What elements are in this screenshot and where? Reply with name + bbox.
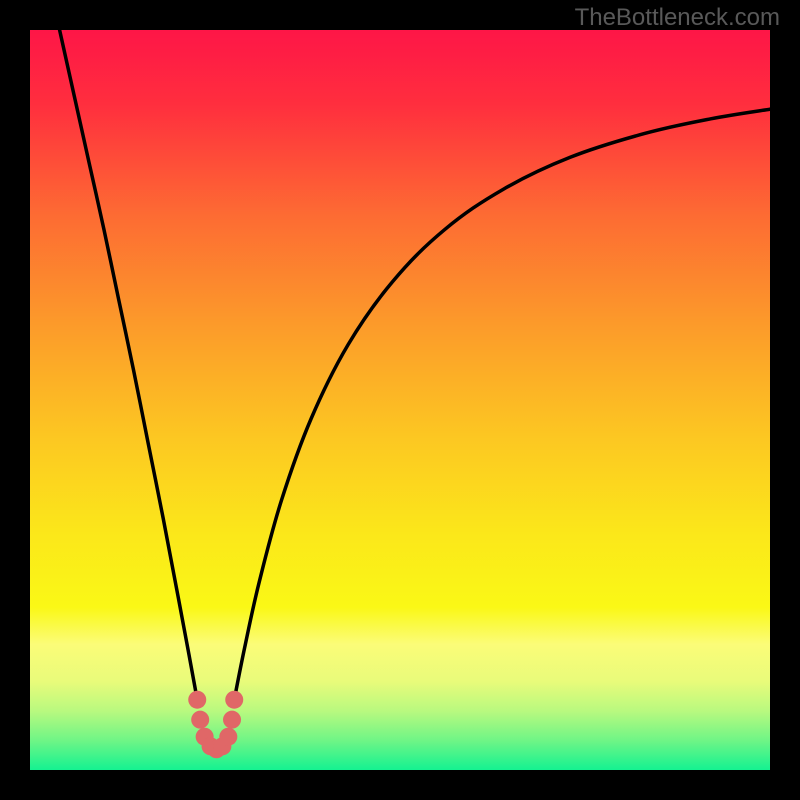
bead-marker [196, 728, 214, 746]
bead-marker [191, 711, 209, 729]
curve-left-branch [60, 30, 198, 700]
plot-area [30, 30, 770, 770]
bead-marker [225, 691, 243, 709]
bead-marker [207, 740, 225, 758]
bead-marker [213, 737, 231, 755]
bead-marker [223, 711, 241, 729]
bead-marker [219, 728, 237, 746]
curve-right-branch [234, 109, 770, 700]
outer-frame: TheBottleneck.com [0, 0, 800, 800]
watermark-text: TheBottleneck.com [575, 4, 780, 32]
bead-marker [188, 691, 206, 709]
bottleneck-curve [30, 30, 770, 770]
bead-marker [202, 737, 220, 755]
